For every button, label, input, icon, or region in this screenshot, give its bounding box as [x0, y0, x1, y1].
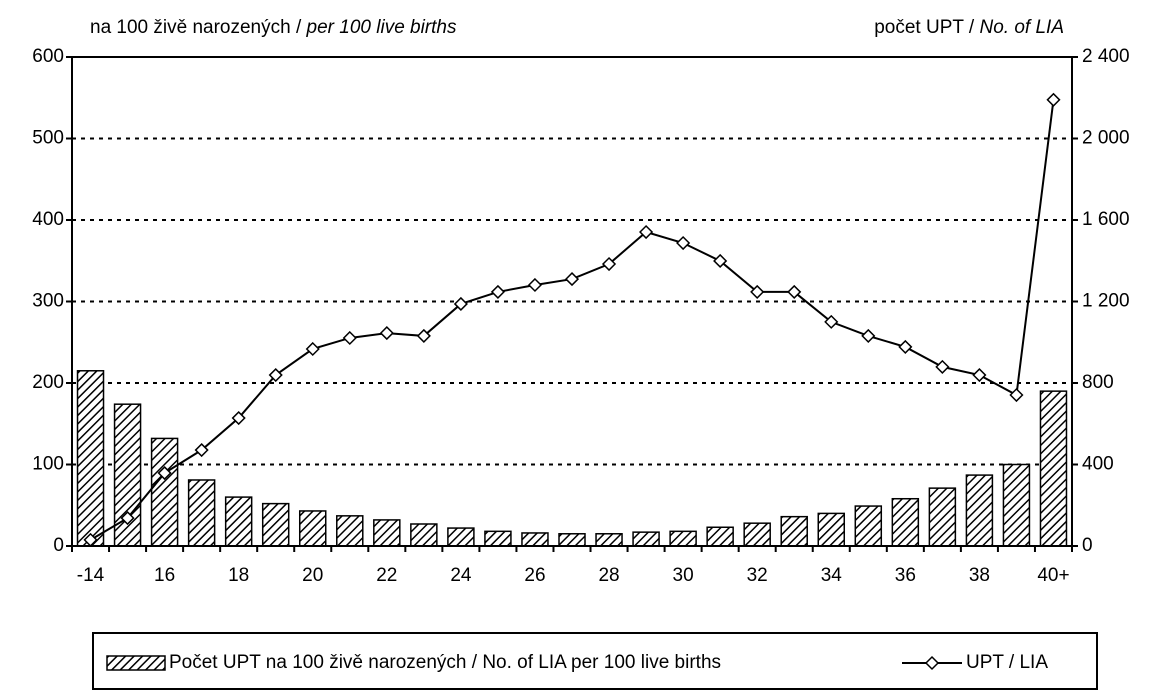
- y2-tick-label: 2 000: [1082, 128, 1130, 149]
- line-marker: [305, 341, 320, 357]
- line-marker: [639, 224, 654, 240]
- x-tick-label: -14: [77, 565, 105, 586]
- line-marker: [379, 326, 394, 341]
- line-marker: [787, 284, 802, 299]
- line-marker: [416, 328, 431, 343]
- bar: [891, 497, 920, 547]
- bar: [224, 496, 253, 547]
- x-tick-label: 38: [969, 565, 990, 586]
- line-marker: [490, 284, 505, 299]
- line-marker: [564, 272, 580, 287]
- x-tick-label: 36: [895, 565, 916, 586]
- x-tick-label: 18: [228, 565, 249, 586]
- y-tick-label: 100: [32, 454, 64, 475]
- legend-marker: [924, 655, 940, 671]
- x-tick-label: 32: [747, 565, 768, 586]
- y-tick-label: 200: [32, 372, 64, 393]
- bar: [965, 474, 994, 547]
- legend-swatch: [106, 655, 166, 671]
- y2-tick-label: 2 400: [1082, 46, 1130, 67]
- y2-tick-label: 800: [1082, 372, 1114, 393]
- x-tick-label: 34: [821, 565, 843, 586]
- x-tick-label: 20: [302, 565, 323, 586]
- y2-tick-label: 1 600: [1082, 209, 1130, 230]
- y-tick-label: 0: [53, 535, 64, 556]
- bar: [150, 437, 179, 547]
- line-marker: [676, 235, 691, 251]
- bar: [447, 527, 475, 547]
- line-marker: [935, 359, 950, 374]
- x-tick-label: 40+: [1037, 565, 1069, 586]
- x-tick-label: 24: [450, 565, 472, 586]
- bar: [187, 479, 216, 547]
- x-tick-label: 30: [673, 565, 694, 586]
- y2-tick-label: 0: [1082, 535, 1093, 556]
- line-marker: [527, 277, 543, 293]
- line-marker: [713, 253, 728, 269]
- line-marker: [268, 367, 283, 383]
- line-marker: [861, 328, 876, 343]
- bar: [336, 515, 364, 547]
- line-marker: [972, 367, 987, 383]
- line: [90, 99, 1055, 541]
- y-axis-label: na 100 živě narozených / per 100 live bi…: [90, 17, 457, 38]
- x-tick-label: 26: [524, 565, 545, 586]
- y-tick-label: 300: [32, 291, 64, 312]
- line-marker: [157, 465, 172, 481]
- bar: [298, 510, 327, 547]
- bar: [558, 533, 586, 547]
- line-marker: [750, 284, 765, 299]
- bar: [780, 515, 808, 547]
- bar: [743, 522, 771, 547]
- bar: [928, 487, 957, 547]
- bar: [817, 512, 846, 547]
- bar: [1039, 390, 1068, 547]
- bar: [373, 519, 401, 547]
- y2-tick-label: 400: [1082, 454, 1114, 475]
- bar: [632, 531, 660, 547]
- bar: [854, 505, 883, 547]
- line-marker: [898, 339, 913, 354]
- x-tick-label: 16: [154, 565, 175, 586]
- line-marker: [453, 296, 468, 312]
- bar: [76, 370, 105, 547]
- y-tick-label: 400: [32, 209, 64, 230]
- x-tick-label: 22: [376, 565, 397, 586]
- line-marker: [342, 330, 357, 346]
- bar: [261, 502, 290, 547]
- line-marker: [231, 410, 246, 426]
- bar: [595, 533, 623, 547]
- bar: [1002, 463, 1031, 547]
- y-tick-label: 600: [32, 46, 64, 67]
- y2-tick-label: 1 200: [1082, 291, 1130, 312]
- y-tick-label: 500: [32, 128, 64, 149]
- line-marker: [1009, 387, 1024, 403]
- line-marker: [824, 314, 839, 329]
- line-marker: [194, 442, 209, 458]
- bar: [484, 530, 512, 547]
- legend-label: UPT / LIA: [966, 652, 1048, 673]
- y2-axis-label: počet UPT / No. of LIA: [874, 17, 1064, 38]
- bar: [521, 532, 549, 547]
- bar: [706, 526, 734, 547]
- bar: [669, 530, 697, 547]
- line-marker: [1046, 92, 1061, 107]
- line-marker: [601, 256, 617, 272]
- bar: [410, 523, 438, 547]
- legend-label: Počet UPT na 100 živě narozených / No. o…: [169, 652, 721, 673]
- line-marker: [120, 511, 135, 526]
- x-tick-label: 28: [598, 565, 619, 586]
